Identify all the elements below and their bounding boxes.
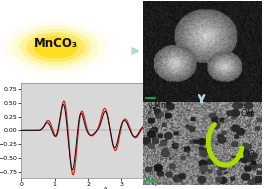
- Text: OH⁻: OH⁻: [240, 109, 258, 118]
- Ellipse shape: [19, 29, 92, 65]
- X-axis label: Distance (Å): Distance (Å): [65, 188, 112, 189]
- Text: MnCO₃: MnCO₃: [34, 37, 78, 50]
- Ellipse shape: [33, 36, 78, 58]
- Text: γ-MnO₂: γ-MnO₂: [148, 101, 176, 110]
- Text: O₂: O₂: [248, 150, 258, 160]
- Ellipse shape: [12, 25, 100, 69]
- Ellipse shape: [0, 18, 115, 77]
- Ellipse shape: [4, 22, 108, 73]
- Ellipse shape: [26, 33, 85, 62]
